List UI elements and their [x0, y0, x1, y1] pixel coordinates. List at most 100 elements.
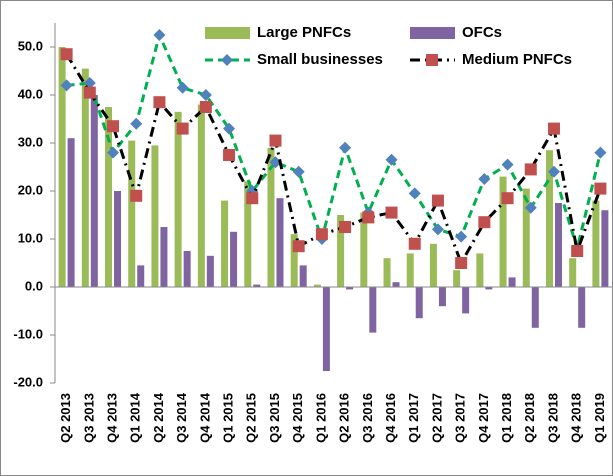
marker: [60, 48, 73, 61]
marker: [594, 146, 607, 159]
x-tick-label: Q4 2016: [383, 393, 398, 443]
bar: [415, 287, 423, 319]
x-tick-label: Q1 2014: [128, 392, 143, 443]
marker: [362, 211, 375, 224]
marker: [292, 165, 305, 178]
marker: [153, 96, 166, 109]
x-tick-label: Q4 2014: [197, 392, 212, 443]
marker: [199, 89, 212, 101]
y-tick-label: 10.0: [18, 230, 43, 245]
marker: [478, 173, 491, 185]
marker: [269, 156, 282, 169]
marker: [153, 29, 166, 41]
bar: [383, 258, 391, 287]
bar: [569, 258, 577, 287]
y-tick-label: 50.0: [18, 38, 43, 53]
marker: [408, 187, 421, 200]
bar: [230, 231, 238, 287]
bar: [485, 287, 493, 290]
marker: [339, 221, 352, 233]
marker: [130, 189, 143, 202]
marker: [501, 192, 514, 205]
marker: [223, 122, 236, 135]
marker: [547, 122, 560, 135]
y-tick-label: -20.0: [13, 374, 43, 389]
bar: [499, 176, 507, 287]
y-tick-label: 40.0: [18, 86, 43, 101]
x-tick-label: Q4 2017: [476, 393, 491, 443]
marker: [292, 240, 305, 253]
x-tick-label: Q1 2015: [221, 393, 236, 443]
y-tick-label: 0.0: [25, 278, 43, 293]
bar: [462, 287, 470, 314]
marker: [107, 120, 120, 133]
bar: [453, 270, 461, 287]
legend-swatch: [205, 27, 250, 39]
marker: [176, 81, 189, 94]
marker: [547, 165, 560, 178]
bar: [360, 212, 368, 287]
bar: [522, 188, 530, 287]
marker: [60, 79, 73, 92]
bar: [601, 210, 609, 287]
x-tick-label: Q1 2016: [313, 393, 328, 443]
marker: [130, 117, 143, 130]
bar: [174, 111, 182, 287]
bar: [67, 138, 75, 287]
marker: [223, 149, 236, 161]
bar: [128, 140, 136, 287]
legend-label: OFCs: [462, 24, 502, 41]
x-tick-label: Q2 2014: [151, 392, 166, 443]
marker: [501, 158, 514, 171]
marker: [83, 86, 96, 99]
marker: [269, 134, 282, 147]
x-tick-label: Q4 2018: [569, 393, 584, 443]
bar: [90, 95, 98, 287]
bar: [313, 284, 321, 287]
x-tick-label: Q1 2017: [406, 393, 421, 443]
marker: [431, 194, 444, 207]
bar: [160, 227, 168, 287]
marker: [478, 216, 491, 229]
line: [66, 30, 602, 255]
marker: [571, 245, 584, 257]
bar: [337, 215, 345, 287]
x-tick-label: Q3 2017: [453, 393, 468, 443]
legend-marker: [221, 54, 233, 66]
x-tick-label: Q3 2016: [360, 393, 375, 443]
marker: [431, 223, 444, 236]
marker: [385, 206, 398, 219]
bar: [578, 287, 586, 328]
x-tick-label: Q4 2013: [104, 393, 119, 443]
bar: [105, 107, 113, 287]
marker: [199, 101, 212, 113]
marker: [176, 122, 189, 135]
bar: [206, 255, 214, 287]
bar: [244, 181, 252, 287]
marker: [455, 257, 468, 269]
bar: [531, 287, 539, 328]
bar: [290, 234, 298, 287]
x-tick-label: Q2 2018: [522, 393, 537, 443]
bar: [183, 251, 191, 287]
x-tick-label: Q4 2015: [290, 393, 305, 443]
legend-label: Medium PNFCs: [462, 51, 572, 68]
bar: [253, 284, 261, 287]
x-tick-label: Q2 2013: [58, 393, 73, 443]
x-tick-label: Q2 2015: [244, 393, 259, 443]
marker: [246, 192, 259, 205]
bar: [429, 243, 437, 287]
x-tick-label: Q3 2015: [267, 393, 282, 443]
marker: [385, 153, 398, 166]
bar: [197, 104, 205, 287]
bar: [322, 287, 330, 371]
x-tick-label: Q3 2018: [545, 393, 560, 443]
y-tick-label: 20.0: [18, 182, 43, 197]
marker: [107, 146, 120, 159]
bar: [392, 282, 400, 287]
y-tick-label: -10.0: [13, 326, 43, 341]
bar: [554, 203, 562, 287]
bar: [508, 277, 516, 287]
bar: [406, 253, 414, 287]
